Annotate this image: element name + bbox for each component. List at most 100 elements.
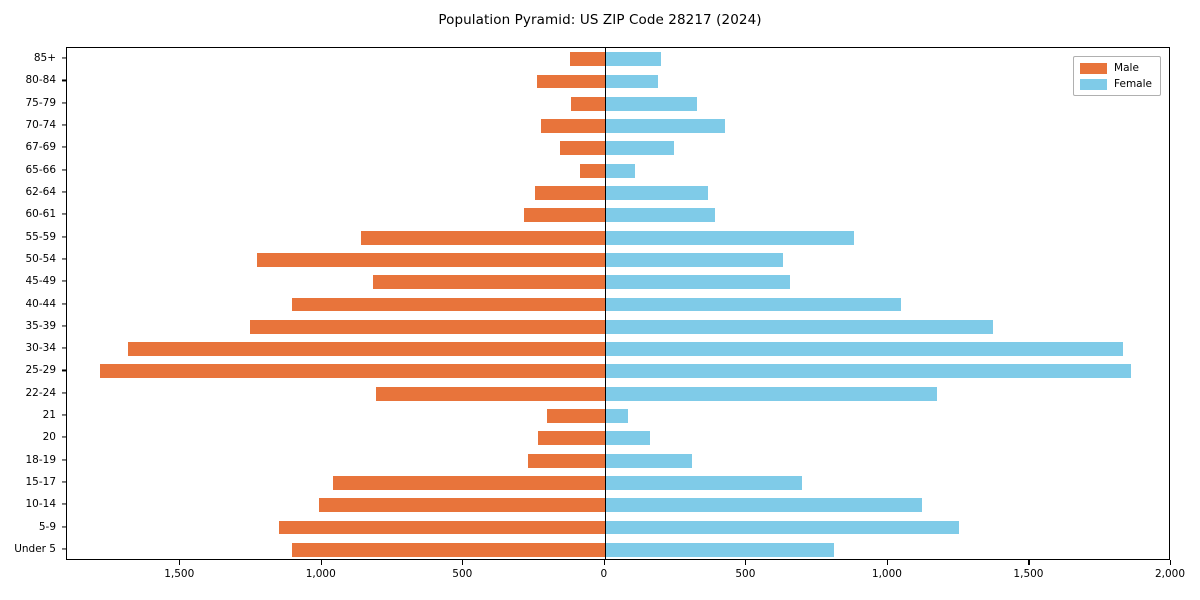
bar-male-75-79[interactable] <box>570 96 605 111</box>
bar-female-75-79[interactable] <box>604 96 697 111</box>
bar-male-60-61[interactable] <box>524 208 605 223</box>
y-tick-label-20: 20 <box>42 431 56 444</box>
bar-male-70-74[interactable] <box>541 119 605 133</box>
bar-female-45-49[interactable] <box>604 275 791 290</box>
bar-male-10-14[interactable] <box>318 498 605 513</box>
bar-male-62-64[interactable] <box>535 186 605 200</box>
legend-entry-male[interactable]: Male <box>1080 62 1152 74</box>
x-tick-label: 500 <box>452 568 473 580</box>
bar-female-5-9[interactable] <box>604 520 959 535</box>
bar-female-85-[interactable] <box>604 52 661 67</box>
bar-female-55-59[interactable] <box>604 230 854 245</box>
y-tick-mark <box>61 369 66 371</box>
bar-row <box>67 74 1169 89</box>
x-tick-mark <box>320 560 322 565</box>
bar-female-40-44[interactable] <box>604 297 901 312</box>
bars-layer <box>67 48 1169 559</box>
bar-female-65-66[interactable] <box>604 163 636 178</box>
bar-male-15-17[interactable] <box>333 476 605 490</box>
y-tick-mark <box>61 436 66 438</box>
y-tick-mark <box>61 191 66 193</box>
bar-male-65-66[interactable] <box>579 163 605 178</box>
bar-female-70-74[interactable] <box>604 119 726 133</box>
bar-male-21[interactable] <box>546 409 605 423</box>
bar-female-60-61[interactable] <box>604 208 716 223</box>
bar-male-80-84[interactable] <box>536 74 605 89</box>
y-tick-label-under-5: Under 5 <box>14 542 56 555</box>
y-tick-label-45-49: 45-49 <box>25 275 56 288</box>
y-tick-label-75-79: 75-79 <box>25 96 56 109</box>
y-tick-mark <box>61 459 66 461</box>
bar-male-35-39[interactable] <box>249 319 605 334</box>
bar-male-67-69[interactable] <box>559 141 605 156</box>
y-tick-label-60-61: 60-61 <box>25 208 56 221</box>
legend-label-female: Female <box>1114 78 1152 90</box>
bar-male-22-24[interactable] <box>375 386 605 401</box>
y-tick-mark <box>61 503 66 505</box>
bar-female-67-69[interactable] <box>604 141 675 156</box>
bar-female-25-29[interactable] <box>604 364 1131 379</box>
bar-row <box>67 230 1169 245</box>
y-tick-mark <box>61 280 66 282</box>
bar-male-85-[interactable] <box>570 52 605 67</box>
y-tick-label-40-44: 40-44 <box>25 297 56 310</box>
bar-row <box>67 542 1169 557</box>
bar-female-30-34[interactable] <box>604 342 1123 357</box>
y-tick-mark <box>61 525 66 528</box>
bar-row <box>67 386 1169 401</box>
bar-male-25-29[interactable] <box>100 364 605 379</box>
y-tick-mark <box>61 347 66 349</box>
x-axis: 1,500 1,000 500 0 500 1,000 1,500 2,000 <box>66 560 1185 600</box>
bar-male-5-9[interactable] <box>279 520 605 535</box>
bar-female-20[interactable] <box>604 431 651 446</box>
bar-row <box>67 297 1169 312</box>
bar-female-50-54[interactable] <box>604 252 784 267</box>
x-tick-mark <box>745 560 747 565</box>
bar-row <box>67 431 1169 446</box>
y-tick-label-85-: 85+ <box>33 52 56 65</box>
bar-female-80-84[interactable] <box>604 74 659 89</box>
bar-male-50-54[interactable] <box>256 252 605 267</box>
y-tick-label-10-14: 10-14 <box>25 498 56 511</box>
y-tick-mark <box>61 57 66 59</box>
bar-male-40-44[interactable] <box>292 297 605 312</box>
y-tick-label-18-19: 18-19 <box>25 453 56 466</box>
y-tick-label-80-84: 80-84 <box>25 74 56 87</box>
bar-female-15-17[interactable] <box>604 476 802 490</box>
y-tick-label-21: 21 <box>42 409 56 422</box>
y-tick-label-62-64: 62-64 <box>25 185 56 198</box>
bar-row <box>67 453 1169 468</box>
bar-row <box>67 141 1169 156</box>
y-tick-label-67-69: 67-69 <box>25 141 56 154</box>
bar-row <box>67 364 1169 379</box>
y-tick-label-5-9: 5-9 <box>38 520 56 533</box>
bar-female-18-19[interactable] <box>604 453 693 468</box>
legend-entry-female[interactable]: Female <box>1080 78 1152 90</box>
y-tick-mark <box>61 124 66 126</box>
bar-male-18-19[interactable] <box>528 453 605 468</box>
bar-male-30-34[interactable] <box>128 342 605 357</box>
legend-swatch-male <box>1080 62 1108 74</box>
y-tick-label-15-17: 15-17 <box>25 475 56 488</box>
legend-swatch-female <box>1080 78 1108 90</box>
bar-male-55-59[interactable] <box>361 230 605 245</box>
bar-row <box>67 409 1169 423</box>
bar-female-35-39[interactable] <box>604 319 993 334</box>
bar-row <box>67 252 1169 267</box>
bar-female-62-64[interactable] <box>604 186 709 200</box>
y-tick-mark <box>61 392 66 394</box>
bar-male-under-5[interactable] <box>292 542 605 557</box>
bar-male-20[interactable] <box>538 431 605 446</box>
y-tick-label-35-39: 35-39 <box>25 319 56 332</box>
y-tick-mark <box>61 102 66 104</box>
x-tick-mark <box>462 560 464 565</box>
bar-female-under-5[interactable] <box>604 542 835 557</box>
bar-female-21[interactable] <box>604 409 629 423</box>
bar-female-22-24[interactable] <box>604 386 938 401</box>
x-tick-label: 1,000 <box>871 568 902 580</box>
y-tick-mark <box>61 169 66 171</box>
bar-female-10-14[interactable] <box>604 498 922 513</box>
x-tick-mark <box>603 560 605 565</box>
y-tick-mark <box>61 258 66 260</box>
bar-male-45-49[interactable] <box>372 275 605 290</box>
